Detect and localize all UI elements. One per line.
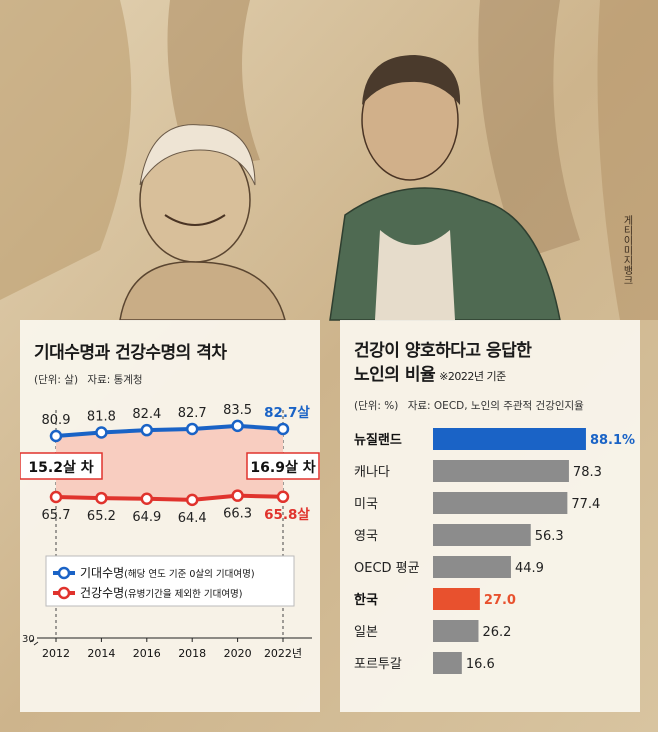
bar-category-label: 캐나다: [354, 465, 390, 480]
life-expectancy-chart: 30 2012 2014 2016 2018 2020 2022년 80.9 81.8 82.…: [20, 403, 320, 660]
x-tick-label: 2012: [42, 647, 70, 660]
bar-value-label: 44.9: [515, 561, 544, 576]
healthy-point: [185, 493, 199, 507]
legend-healthy-label: 건강수명(유병기간을 제외한 기대여명): [80, 586, 243, 600]
bar-value-label: 27.0: [484, 593, 516, 608]
bar: [433, 428, 586, 450]
x-tick-label: 2016: [133, 647, 161, 660]
gap-end-box: [246, 452, 320, 480]
axis-break-icon: [29, 638, 39, 646]
bar: [433, 524, 531, 546]
legend-life: 기대수명(해당 연도 기준 0살의 기대여명): [53, 566, 255, 580]
gap-start-box: [20, 452, 103, 480]
bar-category-label: OECD 평균: [354, 561, 420, 576]
x-tick-label: 2022년: [264, 647, 302, 660]
healthy-point: [140, 492, 154, 506]
healthy-value-label: 64.4: [178, 511, 207, 526]
healthy-point: [231, 489, 244, 502]
bar-value-label: 26.2: [482, 625, 511, 640]
bar: [433, 460, 569, 482]
gap-end-label: 16.9살 차: [250, 459, 315, 476]
life-chart-unit: (단위: 살) 자료: 통계청: [34, 372, 143, 387]
x-tick-label: 2018: [178, 647, 206, 660]
life-expectancy-line: [55, 423, 284, 438]
woman-figure: [119, 124, 286, 321]
bar-value-label: 77.4: [571, 497, 600, 512]
bar: [433, 588, 480, 610]
bar: [433, 620, 479, 642]
bar-category-label: 영국: [354, 529, 378, 544]
life-value-label: 82.4: [132, 407, 161, 422]
gap-start-label: 15.2살 차: [28, 459, 93, 476]
bar-category-label: 미국: [354, 497, 378, 512]
life-point: [140, 423, 154, 437]
bar-category-label: 한국: [354, 592, 378, 608]
life-expectancy-panel: 기대수명과 건강수명의 격차 (단위: 살) 자료: 통계청 30 2012 20…: [20, 320, 320, 712]
healthy-value-label: 65.7: [42, 508, 71, 523]
ratio-chart-unit: (단위: %) 자료: OECD, 노인의 주관적 건강인지율: [354, 398, 584, 413]
bar: [433, 652, 462, 674]
gap-area: [56, 425, 283, 500]
bar-value-label: 16.6: [466, 657, 495, 672]
title-note: ※2022년 기준: [439, 370, 506, 383]
unit-label: (단위: %): [354, 400, 399, 412]
x-tick-label: 2020: [224, 647, 252, 660]
bar-category-label: 일본: [354, 625, 378, 640]
life-value-label: 82.7살: [264, 404, 310, 421]
life-point: [276, 422, 290, 436]
bar-value-label: 56.3: [535, 529, 564, 544]
man-figure: [329, 55, 561, 321]
healthy-life-line: [55, 493, 284, 502]
bar-value-label: 88.1%: [590, 433, 635, 448]
bar: [433, 492, 568, 514]
y-axis-tick-30: 30: [22, 634, 35, 645]
health-ratio-panel: 건강이 양호하다고 응답한 노인의 비율 ※2022년 기준 (단위: %) 자료…: [340, 320, 640, 712]
life-point: [95, 426, 108, 439]
healthy-point: [49, 490, 63, 504]
healthy-value-label: 66.3: [223, 507, 252, 522]
legend-healthy: 건강수명(유병기간을 제외한 기대여명): [53, 586, 243, 600]
life-point: [185, 422, 199, 436]
bar-category-label: 뉴질랜드: [354, 432, 402, 448]
healthy-point: [276, 490, 290, 504]
unit-label: (단위: 살): [34, 374, 79, 386]
photo-credit: 게티이미지뱅크: [621, 215, 632, 285]
life-chart-title: 기대수명과 건강수명의 격차: [34, 343, 227, 363]
bar-category-label: 포르투갈: [354, 657, 402, 672]
source-label: 자료: 통계청: [87, 374, 143, 386]
life-point: [49, 429, 63, 443]
ratio-chart-title-line2: 노인의 비율 ※2022년 기준: [354, 360, 506, 385]
legend-life-label: 기대수명(해당 연도 기준 0살의 기대여명): [80, 566, 255, 580]
legend-healthy-marker: [57, 586, 71, 600]
life-value-label: 80.9: [42, 413, 71, 428]
life-value-label: 81.8: [87, 409, 116, 424]
bar: [433, 556, 511, 578]
healthy-point: [95, 491, 108, 505]
life-point: [231, 419, 244, 433]
healthy-value-label: 65.2: [87, 509, 116, 524]
legend-life-marker: [57, 566, 71, 580]
life-value-label: 82.7: [178, 406, 207, 421]
ratio-chart-title-text: 노인의 비율: [354, 365, 436, 385]
healthy-value-label: 65.8살: [264, 506, 310, 523]
legend-box: [45, 555, 295, 607]
source-label: 자료: OECD, 노인의 주관적 건강인지율: [407, 400, 584, 412]
x-tick-label: 2014: [87, 647, 115, 660]
healthy-value-label: 64.9: [132, 510, 161, 525]
bar-value-label: 78.3: [573, 465, 602, 480]
health-ratio-chart: 뉴질랜드 88.1% 캐나다 78.3 미국 77.4 영국 56.3 OECD 평균 44.9 한…: [354, 428, 635, 674]
life-value-label: 83.5: [223, 403, 252, 418]
ratio-chart-title-line1: 건강이 양호하다고 응답한: [354, 341, 532, 361]
